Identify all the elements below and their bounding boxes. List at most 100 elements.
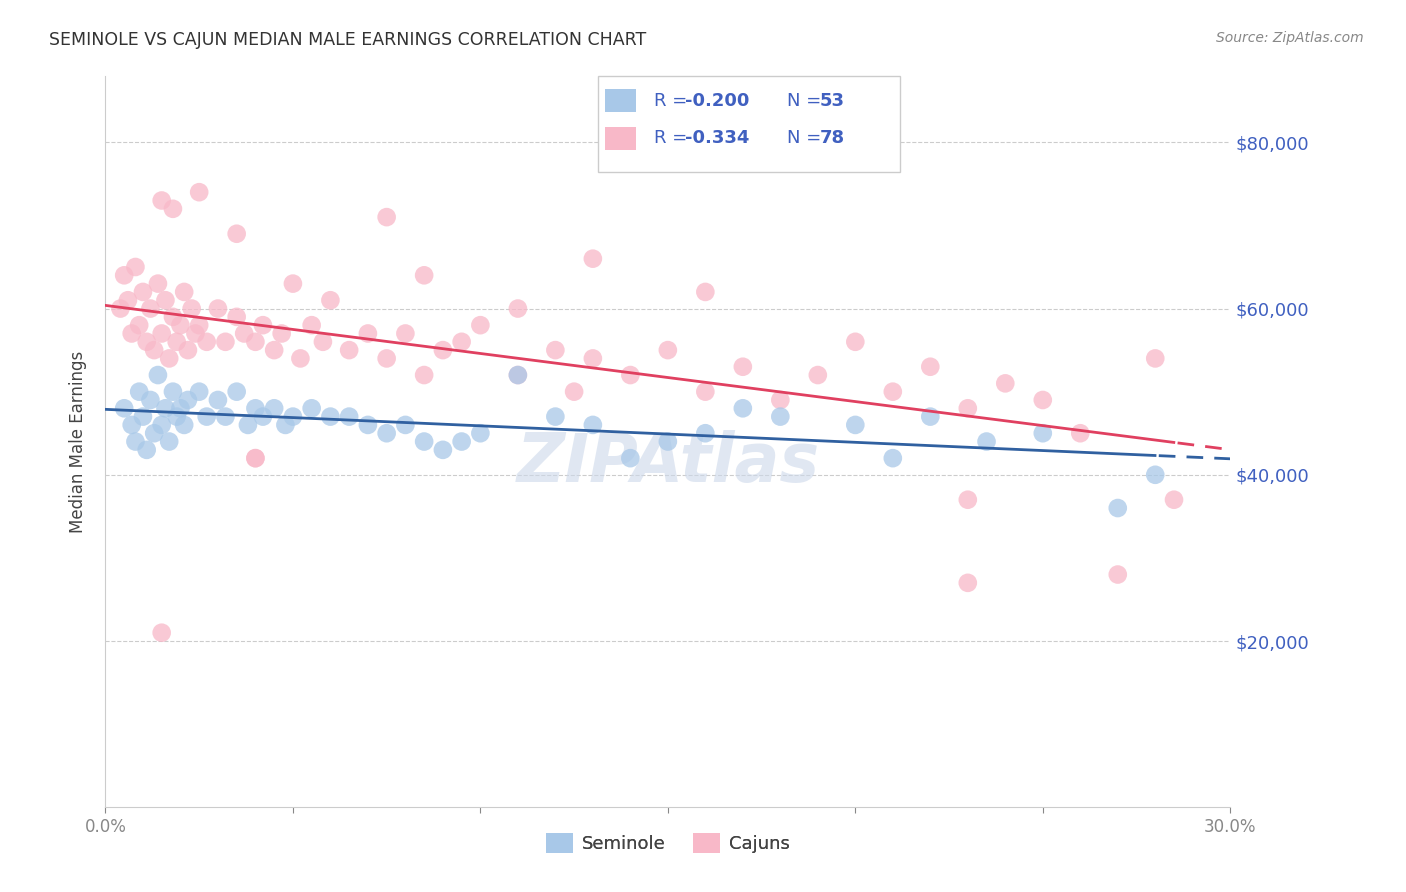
- Point: [695, 285, 717, 299]
- Point: [337, 409, 360, 424]
- Point: [1107, 501, 1129, 516]
- Point: [432, 343, 454, 358]
- Point: [413, 368, 436, 382]
- Point: [731, 359, 754, 374]
- Point: [132, 409, 155, 424]
- Point: [506, 301, 529, 316]
- Point: [413, 434, 436, 449]
- Point: [301, 318, 323, 333]
- Point: [844, 334, 866, 349]
- Point: [994, 376, 1017, 391]
- Point: [184, 326, 207, 341]
- Point: [976, 434, 998, 449]
- Point: [146, 277, 169, 291]
- Point: [225, 227, 247, 241]
- Point: [180, 301, 202, 316]
- Point: [920, 359, 942, 374]
- Point: [470, 318, 492, 333]
- Point: [121, 326, 143, 341]
- Point: [214, 409, 236, 424]
- Point: [233, 326, 256, 341]
- Point: [281, 277, 304, 291]
- Point: [252, 409, 274, 424]
- Point: [1144, 351, 1167, 366]
- Point: [162, 384, 184, 399]
- Text: N =: N =: [787, 129, 827, 147]
- Point: [337, 343, 360, 358]
- Legend: Seminole, Cajuns: Seminole, Cajuns: [538, 826, 797, 861]
- Point: [150, 194, 173, 208]
- Point: [177, 392, 200, 407]
- Point: [124, 260, 146, 274]
- Point: [143, 426, 166, 441]
- Text: 53: 53: [820, 92, 845, 110]
- Point: [312, 334, 335, 349]
- Point: [695, 426, 717, 441]
- Point: [357, 417, 380, 432]
- Point: [544, 343, 567, 358]
- Point: [1069, 426, 1091, 441]
- Text: R =: R =: [654, 129, 693, 147]
- Point: [139, 392, 162, 407]
- Point: [162, 202, 184, 216]
- Y-axis label: Median Male Earnings: Median Male Earnings: [69, 351, 87, 533]
- Point: [281, 409, 304, 424]
- Point: [270, 326, 292, 341]
- Point: [920, 409, 942, 424]
- Point: [188, 384, 211, 399]
- Point: [882, 451, 904, 466]
- Point: [562, 384, 585, 399]
- Point: [128, 384, 150, 399]
- Point: [1163, 492, 1185, 507]
- Point: [112, 401, 135, 416]
- Point: [619, 451, 641, 466]
- Point: [274, 417, 297, 432]
- Point: [188, 185, 211, 199]
- Point: [470, 426, 492, 441]
- Point: [263, 343, 285, 358]
- Point: [150, 625, 173, 640]
- Point: [155, 293, 177, 308]
- Point: [162, 310, 184, 324]
- Point: [263, 401, 285, 416]
- Text: -0.200: -0.200: [685, 92, 749, 110]
- Point: [139, 301, 162, 316]
- Point: [394, 326, 416, 341]
- Point: [450, 434, 472, 449]
- Point: [432, 442, 454, 457]
- Point: [882, 384, 904, 399]
- Point: [956, 575, 979, 590]
- Point: [319, 409, 342, 424]
- Point: [188, 318, 211, 333]
- Point: [157, 434, 180, 449]
- Point: [157, 351, 180, 366]
- Point: [375, 351, 398, 366]
- Point: [214, 334, 236, 349]
- Point: [769, 392, 792, 407]
- Point: [177, 343, 200, 358]
- Text: SEMINOLE VS CAJUN MEDIAN MALE EARNINGS CORRELATION CHART: SEMINOLE VS CAJUN MEDIAN MALE EARNINGS C…: [49, 31, 647, 49]
- Point: [225, 310, 247, 324]
- Point: [173, 285, 195, 299]
- Point: [173, 417, 195, 432]
- Point: [252, 318, 274, 333]
- Text: R =: R =: [654, 92, 693, 110]
- Point: [394, 417, 416, 432]
- Point: [207, 392, 229, 407]
- Point: [1144, 467, 1167, 482]
- Point: [319, 293, 342, 308]
- Point: [357, 326, 380, 341]
- Text: 78: 78: [820, 129, 845, 147]
- Point: [117, 293, 139, 308]
- Point: [619, 368, 641, 382]
- Point: [245, 451, 267, 466]
- Point: [290, 351, 312, 366]
- Point: [1107, 567, 1129, 582]
- Point: [844, 417, 866, 432]
- Point: [236, 417, 259, 432]
- Point: [450, 334, 472, 349]
- Point: [195, 334, 218, 349]
- Point: [731, 401, 754, 416]
- Point: [225, 384, 247, 399]
- Point: [245, 334, 267, 349]
